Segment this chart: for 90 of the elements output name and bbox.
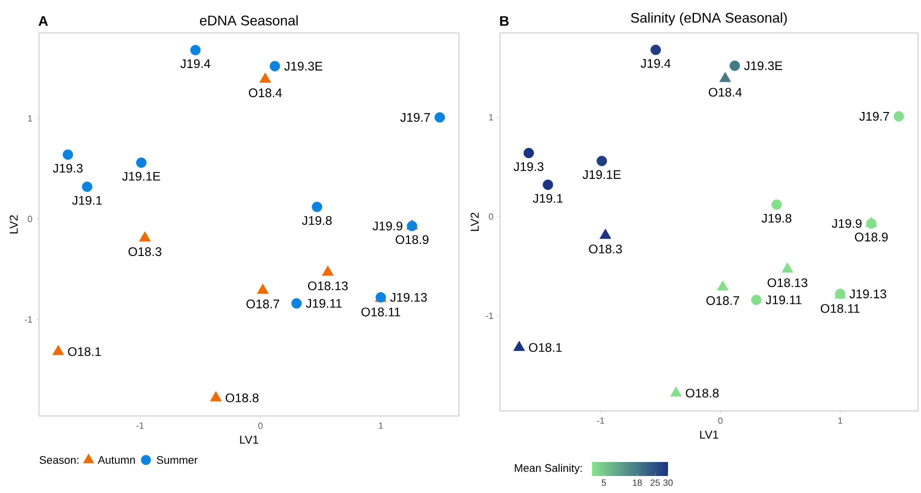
annotation: J19.1E [122, 172, 160, 181]
annotation: O18.4 [708, 88, 742, 97]
annotation: J19.4 [640, 59, 671, 68]
annotation: J19.11 [306, 298, 342, 308]
point [270, 60, 280, 72]
y-tick-label: 0 [488, 213, 494, 220]
point [210, 391, 222, 402]
annotation: O18.11 [820, 304, 860, 313]
annotation: J19.3 [514, 162, 544, 172]
point [596, 156, 608, 166]
annotation: J19.4 [180, 59, 210, 68]
annotation: J19.13 [850, 290, 886, 298]
y-tick-label: 1 [489, 114, 494, 120]
point [542, 180, 554, 190]
point [782, 262, 794, 273]
y-tick-label: 1 [28, 115, 32, 122]
annotation: O18.9 [396, 235, 428, 244]
annotation: J19.3E [284, 62, 322, 71]
annotation: J19.8 [302, 216, 332, 225]
x-tick-label: 0 [718, 418, 723, 424]
text: B [500, 16, 509, 26]
y-axis-title: LV2 [10, 215, 18, 234]
annotation: J19.7 [400, 113, 430, 122]
point [312, 202, 322, 212]
annotation: J19.13 [390, 292, 427, 302]
annotation: J19.9 [832, 219, 862, 228]
point [513, 340, 526, 351]
annotation: J19.11 [766, 295, 802, 304]
annotation: J19.1 [72, 196, 102, 205]
point [670, 386, 682, 397]
point [139, 231, 151, 242]
annotation: O18.1 [68, 347, 101, 356]
annotation: J19.3 [52, 164, 83, 173]
point [524, 148, 534, 158]
annotation: O18.8 [686, 388, 719, 398]
annotation: O18.11 [361, 308, 400, 316]
annotation: O18.13 [308, 281, 348, 290]
annotation: J19.9 [372, 222, 402, 230]
point [730, 60, 740, 71]
x-tick-label: 1 [838, 418, 842, 424]
y-tick-label: -1 [24, 316, 32, 323]
point [136, 157, 146, 168]
annotation: J19.3E [744, 61, 782, 70]
annotation: O18.1 [528, 343, 562, 352]
annotation: O18.3 [589, 244, 622, 254]
point [894, 111, 904, 122]
chart-title: Salinity (eDNA Seasonal) [630, 12, 787, 26]
annotation: O18.13 [768, 278, 808, 288]
point [322, 266, 334, 276]
annotation: O18.9 [854, 232, 888, 242]
x-tick-label: -1 [136, 422, 144, 429]
point [82, 182, 92, 192]
point [62, 149, 74, 160]
annotation: J19.7 [859, 112, 890, 121]
color-bar-label: 18 [632, 480, 642, 486]
point [52, 344, 64, 356]
legend-title: Season: [40, 456, 78, 464]
y-axis-title: LV2 [470, 212, 479, 231]
color-bar-label: 30 [663, 480, 673, 486]
point [600, 228, 612, 239]
point [751, 294, 762, 306]
x-tick-label: 0 [258, 422, 263, 429]
point [650, 44, 661, 56]
annotation: O18.7 [246, 300, 280, 308]
annotation: O18.4 [248, 88, 282, 98]
y-tick-label: -1 [486, 312, 494, 319]
color-bar-label: 25 [650, 480, 660, 486]
x-tick-label: 1 [378, 422, 383, 429]
x-axis-title: LV1 [240, 436, 258, 444]
point [434, 112, 445, 123]
annotation: J19.8 [762, 214, 792, 223]
point [771, 199, 782, 210]
color-bar-label: 5 [602, 480, 606, 486]
annotation: J19.1E [582, 170, 621, 179]
text: A [38, 16, 48, 26]
point [291, 298, 302, 309]
point [190, 44, 201, 56]
annotation: O18.7 [706, 296, 740, 305]
x-axis-title: LV1 [700, 430, 718, 439]
y-tick-label: 0 [28, 216, 32, 222]
point [716, 280, 729, 290]
legend-label: Summer [156, 456, 198, 464]
x-tick-label: -1 [597, 418, 604, 424]
annotation: J19.1 [532, 194, 563, 203]
legend-label: Autumn [98, 456, 135, 464]
annotation: O18.3 [128, 247, 162, 256]
chart-title: eDNA Seasonal [200, 15, 298, 26]
point [257, 284, 269, 294]
color-bar-title: Mean Salinity: [514, 464, 582, 474]
annotation: O18.8 [226, 393, 259, 402]
